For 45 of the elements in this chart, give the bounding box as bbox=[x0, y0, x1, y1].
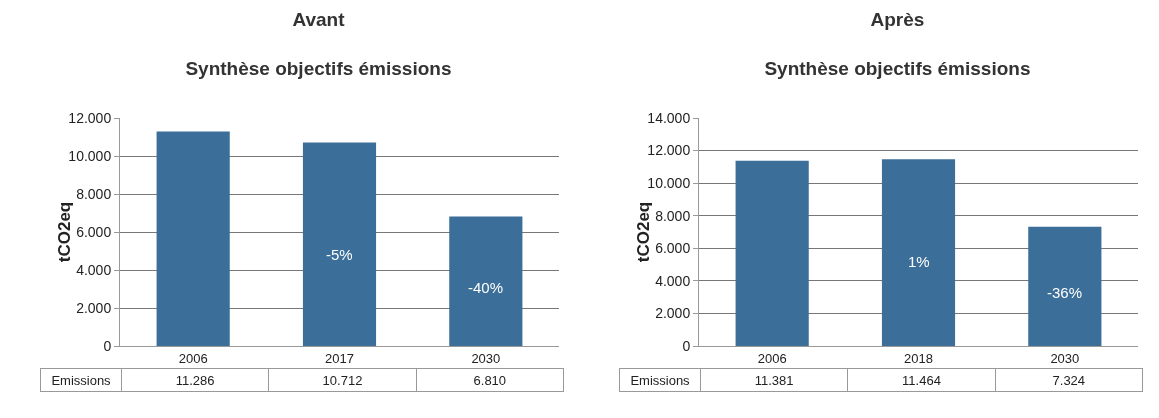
y-axis-title: tCO2eq bbox=[634, 201, 654, 263]
x-tick-label: 2017 bbox=[325, 350, 354, 366]
y-tick-label: 4.000 bbox=[76, 261, 112, 278]
y-tick-label: 10.000 bbox=[68, 147, 112, 164]
text: Emissions bbox=[40, 368, 122, 392]
annotation: -36% bbox=[1047, 284, 1083, 301]
annotation: -40% bbox=[468, 279, 504, 296]
y-tick-label: 8.000 bbox=[655, 207, 691, 224]
chart-subtitle: Synthèse objectifs émissions bbox=[185, 58, 452, 80]
y-tick-label: 8.000 bbox=[76, 185, 112, 202]
bar bbox=[1028, 226, 1102, 346]
chart-title: Avant bbox=[292, 8, 346, 30]
x-tick-label: 2006 bbox=[178, 350, 208, 366]
text: Emissions bbox=[619, 368, 701, 392]
bar bbox=[449, 216, 523, 346]
data-label: 11.381 bbox=[700, 368, 848, 392]
data-label: 11.286 bbox=[121, 368, 269, 392]
bar bbox=[302, 142, 377, 346]
x-tick-label: 2030 bbox=[1050, 350, 1080, 366]
chart-subtitle: Synthèse objectifs émissions bbox=[764, 58, 1031, 80]
data-label: 6.810 bbox=[416, 368, 564, 392]
data-label: 11.464 bbox=[847, 368, 996, 392]
x-tick-label: 2018 bbox=[904, 350, 933, 366]
y-tick-label: 12.000 bbox=[647, 142, 691, 159]
x-tick-label: 2030 bbox=[471, 350, 501, 366]
y-tick-label: 0 bbox=[103, 337, 112, 354]
data-label: 10.712 bbox=[268, 368, 417, 392]
y-tick-label: 2.000 bbox=[76, 299, 112, 316]
data-label: 7.324 bbox=[995, 368, 1143, 392]
y-tick-label: 10.000 bbox=[647, 175, 691, 192]
annotation: -5% bbox=[326, 246, 353, 263]
bar bbox=[881, 159, 956, 346]
y-tick-label: 6.000 bbox=[655, 240, 691, 257]
annotation: 1% bbox=[908, 253, 930, 270]
x-tick-label: 2006 bbox=[757, 350, 787, 366]
y-tick-label: 0 bbox=[682, 337, 691, 354]
y-tick-label: 2.000 bbox=[655, 305, 691, 322]
bar bbox=[735, 160, 809, 346]
y-tick-label: 14.000 bbox=[647, 109, 691, 126]
y-axis-title: tCO2eq bbox=[55, 201, 75, 263]
y-tick-label: 4.000 bbox=[655, 272, 691, 289]
y-tick-label: 6.000 bbox=[76, 223, 112, 240]
bar bbox=[156, 131, 230, 346]
y-tick-label: 12.000 bbox=[68, 109, 112, 126]
chart-title: Après bbox=[870, 8, 925, 30]
